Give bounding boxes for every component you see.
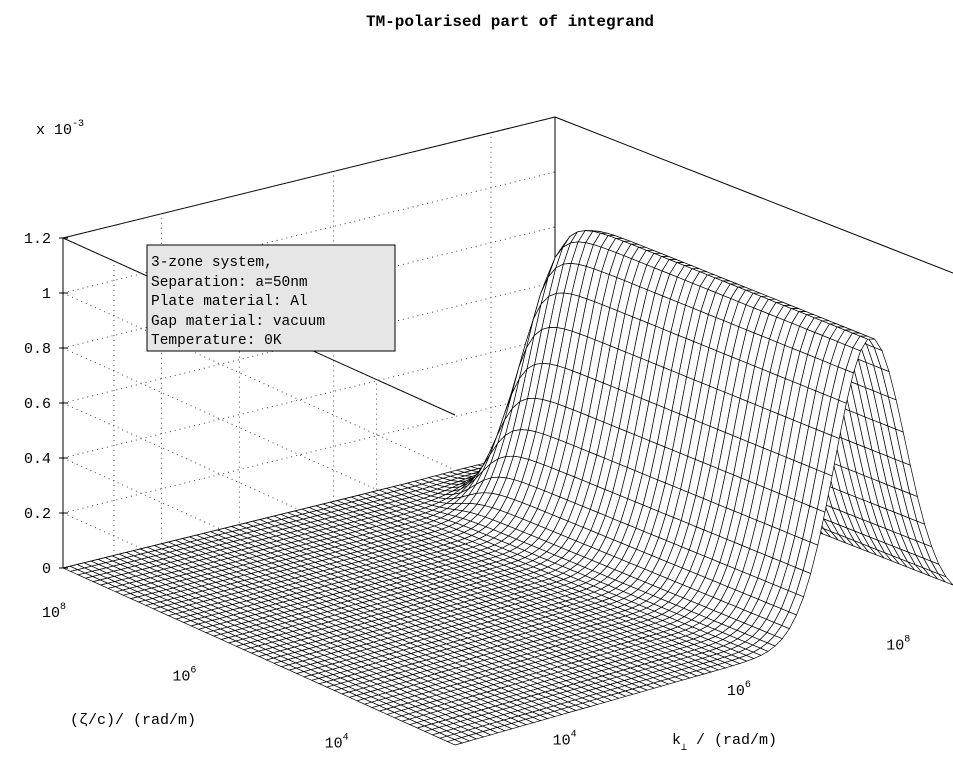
annotation-background [146,244,396,352]
zeta-tick-exp: 6 [190,666,196,677]
zeta-tick-base: 10 [172,669,190,686]
kperp-tick-exp: 6 [745,680,751,691]
zeta-tick-base: 10 [325,736,343,753]
kperp-tick-base: 10 [727,683,745,700]
z-tick-label: 0 [42,561,51,578]
zeta-tick-exp: 8 [60,602,66,613]
z-tick-label: 0.4 [24,451,51,468]
surface-patch [446,739,464,746]
kperp-tick-exp: 8 [904,634,910,645]
zeta-tick-label: 104 [325,733,349,753]
z-axis-ticks: 0 0.2 0.4 0.6 0.8 1 1.2 [24,231,68,578]
z-tick-label: 0.6 [24,396,51,413]
kperp-tick-label: 106 [727,680,751,700]
annotation-line-3: Plate material: Al [151,294,308,310]
annotation-line-4: Gap material: vacuum [151,314,325,330]
annotation-line-2: Separation: a=50nm [151,275,308,291]
z-gridline-left [62,292,456,471]
kperp-tick-base: 10 [886,637,904,654]
zeta-tick-exp: 4 [343,733,349,744]
annotation-line-1: 3-zone system, [151,255,273,271]
z-tick-label: 0.2 [24,506,51,523]
z-multiplier-base: x 10 [36,122,72,139]
zeta-axis-label: (ζ/c)/ (rad/m) [70,712,196,729]
z-gridline-left [62,402,456,581]
zeta-tick-label: 106 [172,666,196,686]
z-tick-label: 1 [42,286,51,303]
kperp-tick-base: 10 [553,733,571,750]
z-multiplier: x 10-3 [36,119,84,139]
z-gridline-left [62,347,456,526]
z-multiplier-exp: -3 [72,119,84,130]
kperp-axis-label: k⊥ / (rad/m) [672,732,777,754]
zeta-tick-base: 10 [42,605,60,622]
z-tick-label: 1.2 [24,231,51,248]
z-gridline-back [62,336,556,459]
z-tick-label: 0.8 [24,341,51,358]
annotation-line-5: Temperature: 0K [151,333,282,349]
zeta-tick-label: 108 [42,602,66,622]
surface-mesh [61,230,953,746]
kperp-tick-label: 108 [886,634,910,654]
annotation-box: 3-zone system, Separation: a=50nm Plate … [146,244,396,352]
kperp-tick-label: 104 [553,730,577,750]
kperp-tick-exp: 4 [571,730,577,741]
box-top-right-edge [554,116,953,274]
box-top-back-edge [62,116,556,239]
chart-title: TM-polarised part of integrand [366,13,654,31]
